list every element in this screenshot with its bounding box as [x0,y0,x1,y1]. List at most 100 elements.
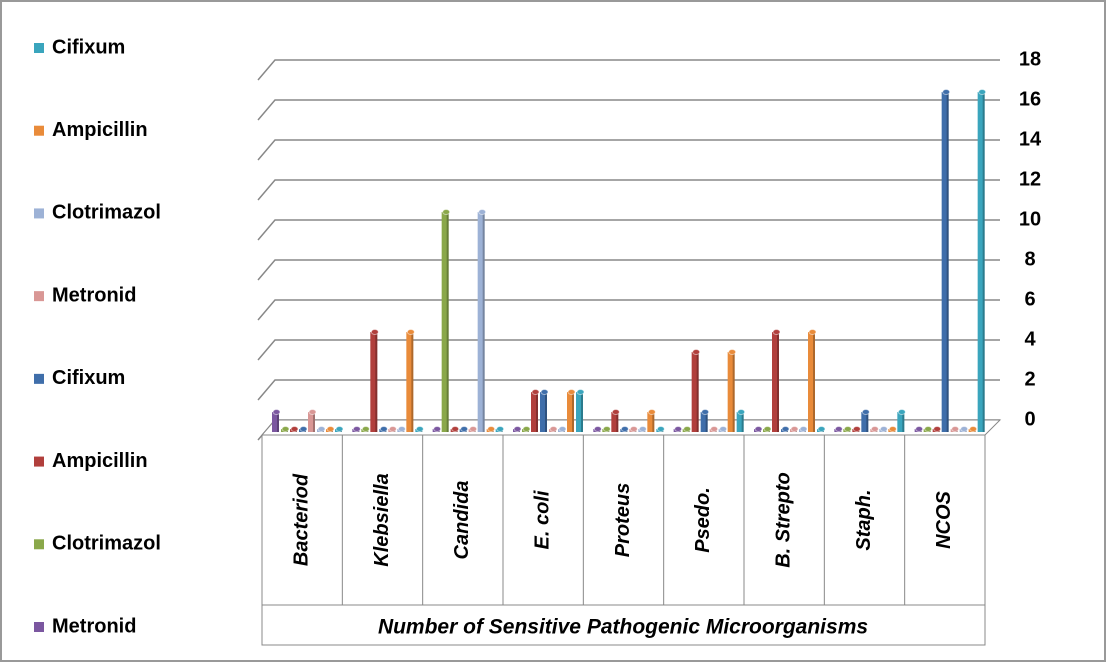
legend-label: Cifixum [52,36,125,58]
bar [700,409,710,432]
y-tick-label: 16 [1019,88,1041,110]
bar [977,89,987,432]
bar [629,426,638,432]
legend-label: Ampicillin [52,119,148,141]
grid-line [257,339,1000,361]
bar [950,426,960,432]
bar [959,426,969,432]
legend-label: Ampicillin [52,450,148,472]
bar [432,426,442,432]
bar [522,426,531,432]
bar [308,409,317,432]
bar [870,426,879,432]
legend-swatch [34,125,44,136]
legend-swatch [34,43,44,53]
bar [763,426,772,432]
bar [941,89,951,432]
bar [914,426,924,432]
bar [272,409,281,432]
bar [281,426,290,432]
bar [682,426,692,432]
bar [691,349,701,432]
legend-swatch [34,373,44,384]
bar [567,389,576,432]
bar [459,426,469,432]
grid-line [257,259,1000,281]
bar [441,209,451,432]
bar [406,329,415,432]
bar [549,426,558,432]
category-table [261,434,986,646]
y-tick-label: 12 [1019,168,1041,190]
x-tick-label: Klebsiella [371,473,393,566]
bar [736,409,746,432]
bar [468,426,478,432]
grid-line [257,179,1000,201]
bar [968,426,978,432]
bar [495,426,505,432]
bar [558,426,567,432]
bar [611,409,620,432]
grid-line [257,299,1000,321]
grid-line [257,59,1000,81]
x-tick-label: Bacteriod [290,473,312,566]
y-tick-label: 14 [1019,128,1042,150]
bar [888,426,897,432]
bar [290,426,299,432]
bar [638,426,647,432]
y-tick-label: 0 [1024,408,1035,430]
legend-label: Clotrimazol [52,202,161,224]
y-tick-label: 6 [1024,288,1035,310]
bar [620,426,629,432]
bar [754,426,763,432]
bar [397,426,406,432]
y-tick-label: 10 [1019,208,1041,230]
y-tick-label: 2 [1024,368,1035,390]
bar [834,426,843,432]
legend-label: Clotrimazol [52,533,161,555]
bar [602,426,611,432]
bar [897,409,906,432]
bar [781,426,790,432]
grid-line [257,219,1000,241]
bar [415,426,424,432]
bar [656,426,665,432]
x-tick-label: Staph. [853,489,875,550]
bar [370,329,379,432]
bar [317,426,326,432]
bar [772,329,781,432]
x-tick-label: Proteus [612,483,634,557]
x-tick-label: Candida [451,481,473,560]
legend-swatch [34,456,44,467]
bar [513,426,522,432]
x-tick-label: B. Strepto [772,472,794,568]
bar [817,426,826,432]
bar [299,426,308,432]
x-tick-label: NCOS [933,490,955,548]
bar [923,426,933,432]
bar [861,409,870,432]
legend-label: Metronid [52,284,136,306]
bar [593,426,602,432]
bar [477,209,487,432]
grid-line [257,99,1000,121]
bar [879,426,888,432]
bar [540,389,549,432]
legend-swatch [34,622,44,632]
y-tick-label: 4 [1024,328,1036,350]
bar [790,426,799,432]
bar [647,409,656,432]
legend-swatch [34,291,44,302]
legend-label: Metronid [52,615,136,637]
bar [727,349,737,432]
y-tick-label: 18 [1019,48,1041,70]
bar [673,426,683,432]
bar [709,426,719,432]
bar [808,329,817,432]
bar [799,426,808,432]
bar [718,426,728,432]
bar [486,426,496,432]
bar [352,426,361,432]
